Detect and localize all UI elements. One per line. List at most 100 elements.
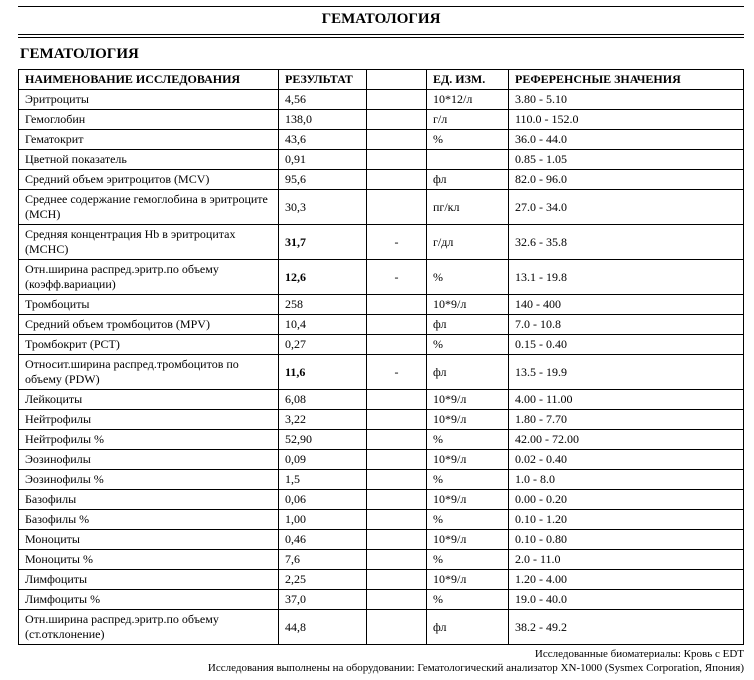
- cell-unit: 10*9/л: [427, 490, 509, 510]
- table-row: Тромбоциты25810*9/л140 - 400: [19, 295, 744, 315]
- cell-unit: фл: [427, 610, 509, 645]
- cell-unit: пг/кл: [427, 190, 509, 225]
- col-header-ref: РЕФЕРЕНСНЫЕ ЗНАЧЕНИЯ: [509, 70, 744, 90]
- cell-result: 30,3: [279, 190, 367, 225]
- cell-name: Тромбоциты: [19, 295, 279, 315]
- cell-name: Эритроциты: [19, 90, 279, 110]
- cell-reference: 1.20 - 4.00: [509, 570, 744, 590]
- cell-flag: [367, 150, 427, 170]
- hematology-table: НАИМЕНОВАНИЕ ИССЛЕДОВАНИЯ РЕЗУЛЬТАТ ЕД. …: [18, 69, 744, 645]
- cell-flag: -: [367, 355, 427, 390]
- table-row: Лимфоциты2,2510*9/л1.20 - 4.00: [19, 570, 744, 590]
- cell-reference: 27.0 - 34.0: [509, 190, 744, 225]
- cell-name: Средний объем эритроцитов (MCV): [19, 170, 279, 190]
- cell-unit: %: [427, 550, 509, 570]
- table-row: Лейкоциты6,0810*9/л4.00 - 11.00: [19, 390, 744, 410]
- col-header-result: РЕЗУЛЬТАТ: [279, 70, 367, 90]
- cell-reference: 0.10 - 1.20: [509, 510, 744, 530]
- cell-flag: [367, 590, 427, 610]
- cell-flag: [367, 315, 427, 335]
- cell-flag: [367, 390, 427, 410]
- cell-unit: %: [427, 335, 509, 355]
- cell-unit: г/дл: [427, 225, 509, 260]
- cell-result: 52,90: [279, 430, 367, 450]
- table-row: Средняя концентрация Hb в эритроцитах (M…: [19, 225, 744, 260]
- table-row: Отн.ширина распред.эритр.по объему (коэф…: [19, 260, 744, 295]
- cell-result: 95,6: [279, 170, 367, 190]
- cell-reference: 36.0 - 44.0: [509, 130, 744, 150]
- table-row: Эритроциты4,56 10*12/л3.80 - 5.10: [19, 90, 744, 110]
- table-row: Средний объем эритроцитов (MCV)95,6фл82.…: [19, 170, 744, 190]
- cell-unit: 10*9/л: [427, 570, 509, 590]
- cell-unit: %: [427, 590, 509, 610]
- footnote-equipment: Исследования выполнены на оборудовании: …: [18, 661, 744, 675]
- cell-result: 12,6: [279, 260, 367, 295]
- table-row: Моноциты0,4610*9/л0.10 - 0.80: [19, 530, 744, 550]
- cell-flag: [367, 450, 427, 470]
- table-row: Цветной показатель0,91 0.85 - 1.05: [19, 150, 744, 170]
- cell-name: Цветной показатель: [19, 150, 279, 170]
- rule-under-title-1: [18, 34, 744, 35]
- table-row: Средний объем тромбоцитов (MPV)10,4фл7.0…: [19, 315, 744, 335]
- cell-name: Отн.ширина распред.эритр.по объему (коэф…: [19, 260, 279, 295]
- cell-name: Эозинофилы %: [19, 470, 279, 490]
- cell-reference: 110.0 - 152.0: [509, 110, 744, 130]
- cell-result: 0,06: [279, 490, 367, 510]
- cell-flag: [367, 610, 427, 645]
- table-row: Отн.ширина распред.эритр.по объему (ст.о…: [19, 610, 744, 645]
- col-header-unit: ЕД. ИЗМ.: [427, 70, 509, 90]
- cell-reference: 0.02 - 0.40: [509, 450, 744, 470]
- cell-reference: 13.5 - 19.9: [509, 355, 744, 390]
- cell-result: 6,08: [279, 390, 367, 410]
- table-row: Нейтрофилы %52,90%42.00 - 72.00: [19, 430, 744, 450]
- cell-reference: 0.85 - 1.05: [509, 150, 744, 170]
- cell-flag: -: [367, 225, 427, 260]
- cell-flag: [367, 430, 427, 450]
- cell-name: Нейтрофилы %: [19, 430, 279, 450]
- cell-unit: 10*12/л: [427, 90, 509, 110]
- cell-reference: 140 - 400: [509, 295, 744, 315]
- cell-flag: [367, 510, 427, 530]
- cell-result: 37,0: [279, 590, 367, 610]
- cell-name: Лейкоциты: [19, 390, 279, 410]
- cell-name: Нейтрофилы: [19, 410, 279, 430]
- table-row: Базофилы0,0610*9/л0.00 - 0.20: [19, 490, 744, 510]
- cell-reference: 7.0 - 10.8: [509, 315, 744, 335]
- cell-flag: [367, 490, 427, 510]
- cell-reference: 1.0 - 8.0: [509, 470, 744, 490]
- cell-result: 4,56: [279, 90, 367, 110]
- cell-reference: 19.0 - 40.0: [509, 590, 744, 610]
- lab-report-page: ГЕМАТОЛОГИЯ ГЕМАТОЛОГИЯ НАИМЕНОВАНИЕ ИСС…: [0, 0, 754, 680]
- table-row: Гематокрит43,6%36.0 - 44.0: [19, 130, 744, 150]
- cell-unit: 10*9/л: [427, 410, 509, 430]
- section-title: ГЕМАТОЛОГИЯ: [18, 38, 744, 69]
- cell-name: Гематокрит: [19, 130, 279, 150]
- cell-name: Лимфоциты: [19, 570, 279, 590]
- cell-reference: 13.1 - 19.8: [509, 260, 744, 295]
- table-row: Лимфоциты %37,0%19.0 - 40.0: [19, 590, 744, 610]
- cell-flag: [367, 130, 427, 150]
- cell-name: Тромбокрит (PCT): [19, 335, 279, 355]
- cell-unit: фл: [427, 355, 509, 390]
- cell-name: Лимфоциты %: [19, 590, 279, 610]
- cell-flag: [367, 190, 427, 225]
- cell-flag: [367, 170, 427, 190]
- cell-result: 44,8: [279, 610, 367, 645]
- table-row: Относит.ширина распред.тромбоцитов по об…: [19, 355, 744, 390]
- cell-name: Относит.ширина распред.тромбоцитов по об…: [19, 355, 279, 390]
- cell-result: 31,7: [279, 225, 367, 260]
- cell-name: Моноциты %: [19, 550, 279, 570]
- cell-name: Средний объем тромбоцитов (MPV): [19, 315, 279, 335]
- cell-unit: %: [427, 510, 509, 530]
- cell-reference: 4.00 - 11.00: [509, 390, 744, 410]
- cell-unit: фл: [427, 170, 509, 190]
- cell-reference: 0.00 - 0.20: [509, 490, 744, 510]
- cell-flag: [367, 570, 427, 590]
- cell-result: 0,91: [279, 150, 367, 170]
- cell-reference: 32.6 - 35.8: [509, 225, 744, 260]
- cell-reference: 3.80 - 5.10: [509, 90, 744, 110]
- cell-result: 0,27: [279, 335, 367, 355]
- cell-flag: [367, 90, 427, 110]
- table-row: Тромбокрит (PCT)0,27%0.15 - 0.40: [19, 335, 744, 355]
- cell-flag: [367, 295, 427, 315]
